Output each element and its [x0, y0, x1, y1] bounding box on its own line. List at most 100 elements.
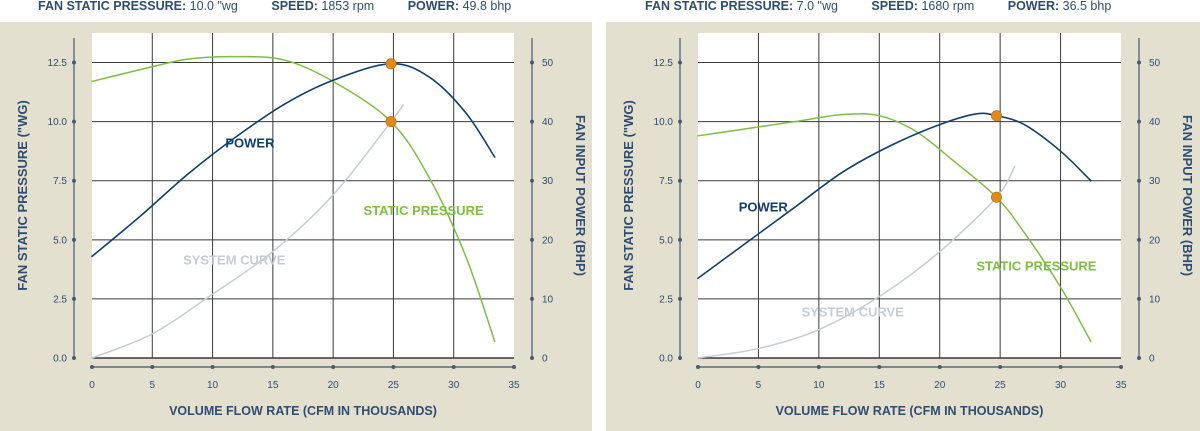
chart-1-x-tick-mark — [150, 365, 155, 369]
chart-2-x-tick-label: 25 — [995, 380, 1007, 391]
chart-2-y-tick-label: 5.0 — [659, 235, 673, 246]
chart-1-y-tick-label: 7.5 — [53, 176, 67, 187]
chart-2-y2-tick-mark — [1137, 356, 1141, 360]
chart-2-y2-tick-label: 10 — [1149, 294, 1161, 305]
chart-2-y2-tick-mark — [1137, 178, 1141, 183]
chart-1: 0 5 10 15 20 25 30 35 0.0 2.5 5.0 7.5 10.0 12.5 0 10 20 3… — [0, 22, 592, 431]
chart-1-y2-tick-mark — [530, 296, 534, 301]
chart-1-y-tick-mark — [72, 356, 76, 360]
chart-2-y2-tick-mark — [1137, 119, 1141, 124]
chart-1-y-tick-label: 10.0 — [48, 117, 68, 128]
chart-1-x-tick-mark — [210, 365, 215, 369]
chart-1-x-tick-label: 25 — [388, 380, 400, 391]
chart-2-static-pressure-label: STATIC PRESSURE — [976, 259, 1096, 274]
chart-1-x-tick-mark — [331, 365, 336, 369]
chart-2-operating-point-1 — [991, 191, 1003, 203]
chart-1-x-tick-mark — [512, 365, 516, 369]
chart-2-y-tick-mark — [678, 356, 682, 360]
chart-2-x-tick-mark — [696, 365, 700, 369]
chart-2-power-label: POWER — [739, 199, 789, 214]
chart-2-y2-tick-label: 50 — [1149, 58, 1161, 69]
chart-2-operating-point-2 — [991, 110, 1003, 122]
chart-1-y2-axis-title: FAN INPUT POWER (BHP) — [573, 115, 588, 276]
chart-1-power-label: POWER: — [407, 0, 460, 13]
chart-2-y2-tick-label: 0 — [1149, 354, 1155, 365]
chart-2-y2-axis-title: FAN INPUT POWER (BHP) — [1180, 115, 1195, 276]
chart-1-x-tick-mark — [391, 365, 396, 369]
chart-1-y2-tick-mark — [530, 237, 534, 242]
chart-1-y2-tick-mark — [530, 356, 534, 360]
chart-2-x-tick-label: 0 — [695, 380, 701, 391]
chart-2-header: FAN STATIC PRESSURE: 7.0 "wg SPEED: 1680… — [645, 0, 1141, 14]
chart-1-y2-tick-label: 20 — [542, 235, 554, 246]
chart-1-y-tick-mark — [72, 119, 76, 124]
chart-2-y2-tick-label: 20 — [1149, 235, 1161, 246]
chart-2-x-tick-label: 15 — [874, 380, 886, 391]
chart-2-plot-area — [698, 33, 1121, 358]
chart-1-y2-tick-label: 50 — [542, 58, 554, 69]
chart-2-pressure-value: 7.0 "wg — [796, 0, 838, 13]
chart-1-x-axis-title: VOLUME FLOW RATE (CFM IN THOUSANDS) — [169, 404, 437, 418]
chart-1-x-tick-label: 0 — [89, 380, 95, 391]
chart-1-x-tick-label: 30 — [448, 380, 460, 391]
chart-2-x-tick-label: 35 — [1115, 380, 1127, 391]
chart-2-x-tick-mark — [937, 365, 942, 369]
chart-1-operating-point-2 — [385, 58, 397, 70]
chart-1-power-label: POWER — [225, 136, 275, 151]
chart-1-header: FAN STATIC PRESSURE: 10.0 "wg SPEED: 185… — [38, 0, 541, 14]
chart-1-power-value: 49.8 bhp — [462, 0, 512, 13]
chart-2-system-curve-label: SYSTEM CURVE — [802, 305, 905, 320]
chart-2-y-tick-label: 12.5 — [654, 58, 674, 69]
chart-1-speed-value: 1853 rpm — [321, 0, 375, 13]
chart-1-y2-tick-label: 0 — [542, 354, 548, 365]
chart-1-y2-tick-label: 10 — [542, 294, 554, 305]
chart-2-y2-tick-mark — [1137, 60, 1141, 65]
chart-1-static-pressure-label: STATIC PRESSURE — [363, 203, 483, 218]
chart-2-static-pressure-line — [697, 112, 1092, 343]
chart-2-y2-tick-label: 40 — [1149, 117, 1161, 128]
chart-2-x-tick-mark — [1119, 365, 1123, 369]
chart-1-y2-tick-label: 40 — [542, 117, 554, 128]
chart-2-y-tick-mark — [678, 178, 682, 183]
chart-1-static-pressure-line — [91, 55, 496, 343]
chart-1-x-tick-label: 5 — [150, 380, 156, 391]
chart-1-system-curve-label: SYSTEM CURVE — [183, 253, 286, 268]
chart-1-plot-area — [92, 33, 514, 358]
chart-1-power-line — [91, 62, 496, 258]
chart-1-y2-tick-label: 30 — [542, 176, 554, 187]
chart-1-y-tick-mark — [72, 237, 76, 242]
chart-1-y-tick-label: 5.0 — [53, 235, 67, 246]
chart-2-y2-tick-mark — [1137, 296, 1141, 301]
chart-1-grid — [92, 33, 514, 359]
chart-1-y-tick-mark — [72, 296, 76, 301]
chart-2-y-tick-label: 10.0 — [654, 117, 674, 128]
chart-1-y2-tick-mark — [530, 60, 534, 65]
chart-2-x-tick-mark — [998, 365, 1003, 369]
chart-2-y-tick-mark — [678, 296, 682, 301]
chart-2-x-tick-mark — [816, 365, 821, 369]
chart-1-x-tick-label: 20 — [328, 380, 340, 391]
chart-2-power-value: 36.5 bhp — [1062, 0, 1112, 13]
chart-1-pressure-value: 10.0 "wg — [189, 0, 238, 13]
chart-2-pressure-label: FAN STATIC PRESSURE: — [645, 0, 794, 13]
chart-1-speed-label: SPEED: — [271, 0, 318, 13]
chart-1-y-tick-label: 2.5 — [53, 294, 67, 305]
chart-2-x-tick-mark — [756, 365, 761, 369]
chart-2-y-tick-mark — [678, 119, 682, 124]
chart-2-y-axis-title: FAN STATIC PRESSURE ("WG) — [621, 100, 636, 291]
chart-2-x-tick-mark — [1058, 365, 1063, 369]
chart-2-power-label: POWER: — [1007, 0, 1060, 13]
chart-2-y2-tick-label: 30 — [1149, 176, 1161, 187]
chart-2-x-tick-label: 30 — [1055, 380, 1067, 391]
chart-2-x-tick-label: 10 — [813, 380, 825, 391]
chart-2-speed-label: SPEED: — [871, 0, 918, 13]
chart-2-y-tick-mark — [678, 237, 682, 242]
chart-2-grid — [698, 33, 1121, 359]
chart-1-y-tick-label: 0.0 — [53, 354, 67, 365]
chart-1-y-tick-mark — [72, 60, 76, 65]
chart-2-x-axis-title: VOLUME FLOW RATE (CFM IN THOUSANDS) — [776, 404, 1044, 418]
chart-1-x-tick-label: 10 — [207, 380, 219, 391]
chart-2-x-tick-label: 20 — [934, 380, 946, 391]
chart-2-y-tick-label: 7.5 — [659, 176, 673, 187]
